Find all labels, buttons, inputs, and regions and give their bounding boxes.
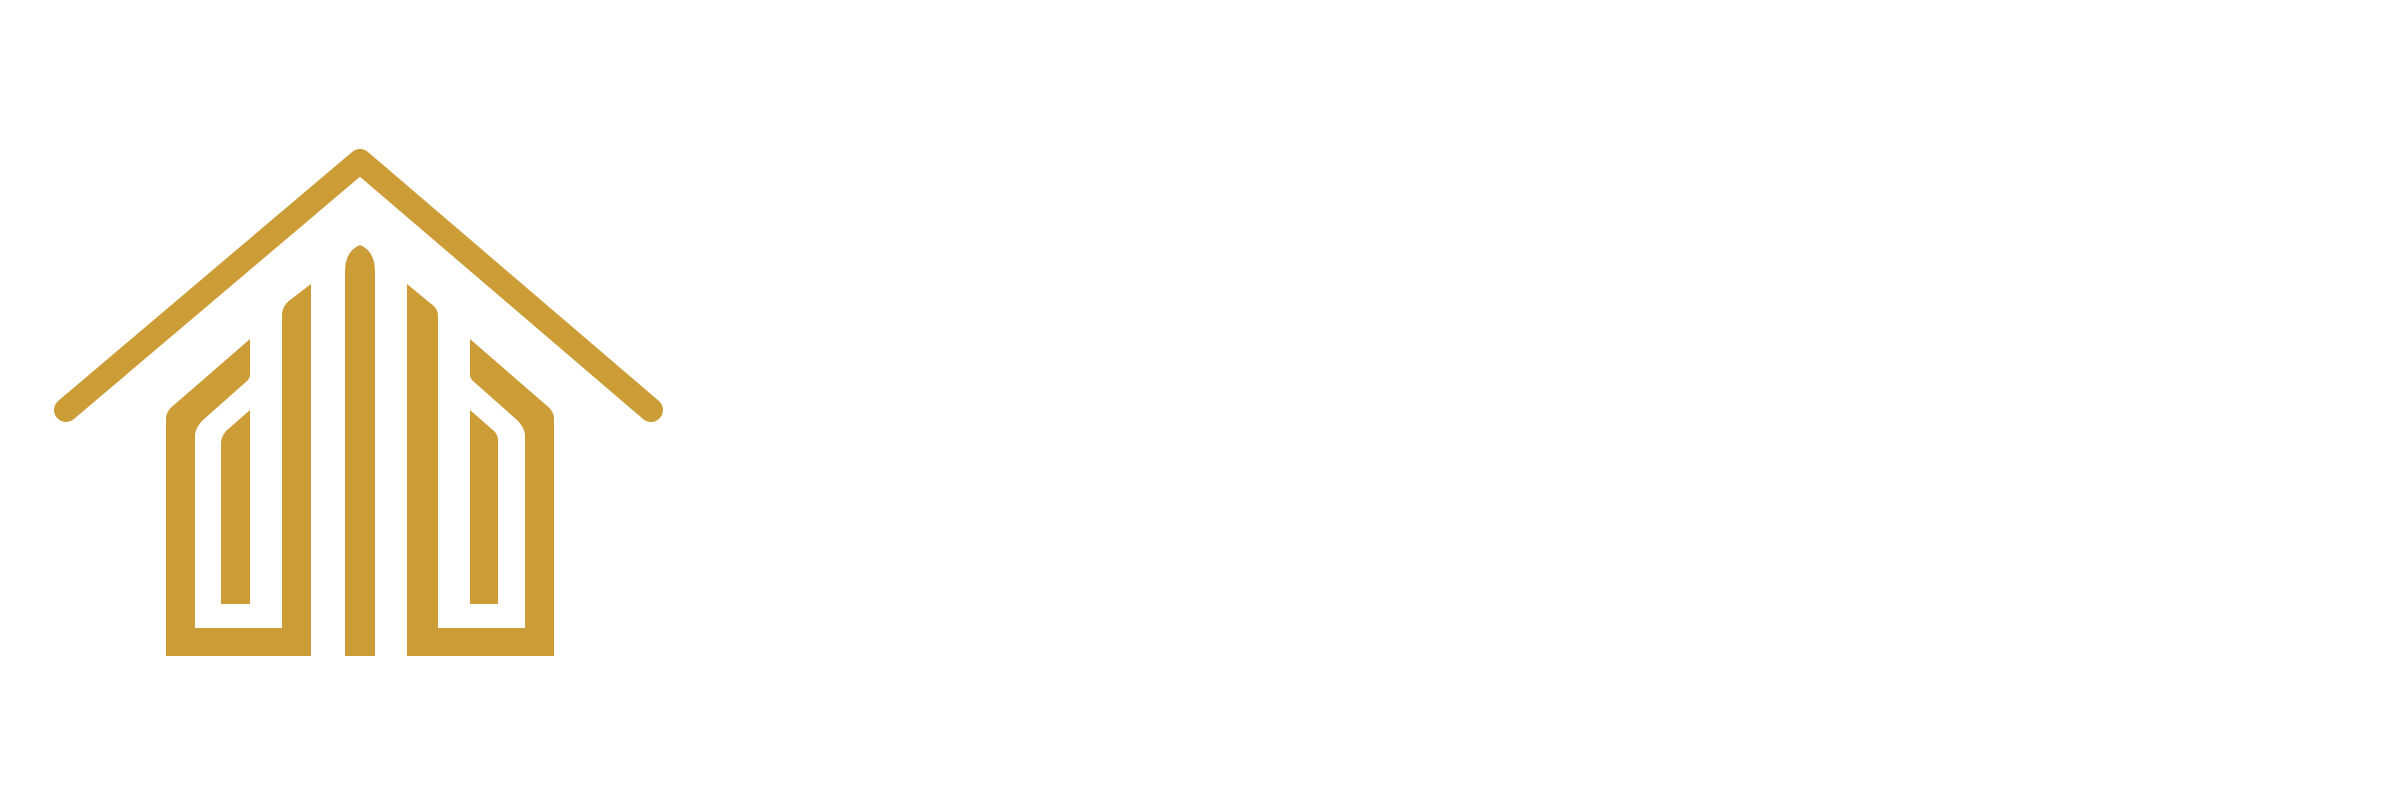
right-outer-wall — [407, 284, 554, 656]
right-inner-bar — [470, 410, 498, 604]
center-pillar — [345, 245, 375, 656]
roof-chevron — [54, 149, 663, 422]
left-inner-bar — [221, 410, 250, 604]
house-logo — [52, 140, 672, 670]
left-outer-wall — [166, 284, 311, 656]
house-lines-logo-icon — [54, 149, 663, 656]
